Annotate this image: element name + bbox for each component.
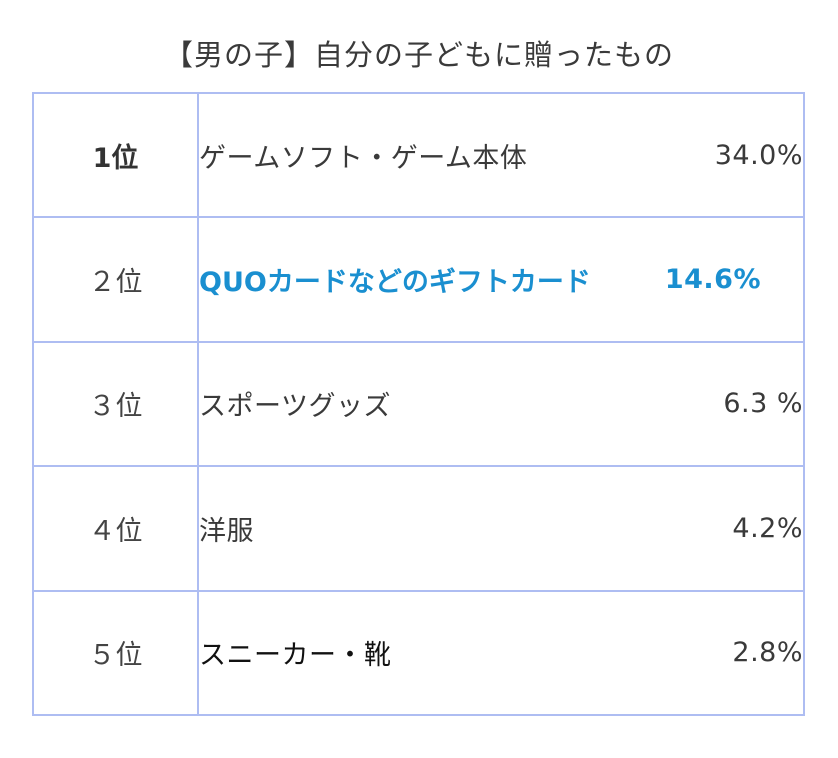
table-row: 1位 ゲームソフト・ゲーム本体 34.0% (32, 91, 805, 219)
item-percent: 34.0% (714, 139, 803, 171)
ranking-table: 1位 ゲームソフト・ゲーム本体 34.0% ２位 QUOカードなどのギフトカード… (32, 91, 805, 717)
table-row: ２位 QUOカードなどのギフトカード 14.6% (32, 216, 805, 343)
item-name: ゲームソフト・ゲーム本体 (199, 142, 528, 174)
item-cell: 洋服 4.2% (197, 465, 805, 592)
item-name: スポーツグッズ (199, 391, 391, 423)
rank-cell: ２位 (32, 216, 199, 343)
item-name: スニーカー・靴 (199, 640, 392, 672)
item-percent: 6.3 % (723, 388, 803, 420)
item-cell: ゲームソフト・ゲーム本体 34.0% (197, 91, 805, 219)
item-cell: スポーツグッズ 6.3 % (197, 340, 805, 468)
item-name: QUOカードなどのギフトカード (199, 267, 591, 299)
table-row: ４位 洋服 4.2% (32, 465, 805, 592)
table-row: ５位 スニーカー・靴 2.8% (32, 589, 805, 717)
item-cell: スニーカー・靴 2.8% (197, 589, 805, 717)
item-percent: 4.2% (732, 512, 803, 544)
rank-cell: ３位 (32, 340, 199, 468)
rank-cell: ４位 (32, 465, 199, 592)
rank-cell: ５位 (32, 589, 199, 717)
chart-title: 【男の子】自分の子どもに贈ったもの (163, 38, 674, 72)
item-percent: 14.6% (664, 264, 761, 296)
item-name: 洋服 (199, 515, 254, 547)
rank-cell: 1位 (32, 91, 199, 219)
item-cell: QUOカードなどのギフトカード 14.6% (197, 216, 805, 343)
table-row: ３位 スポーツグッズ 6.3 % (32, 340, 805, 468)
item-percent: 2.8% (732, 637, 803, 669)
